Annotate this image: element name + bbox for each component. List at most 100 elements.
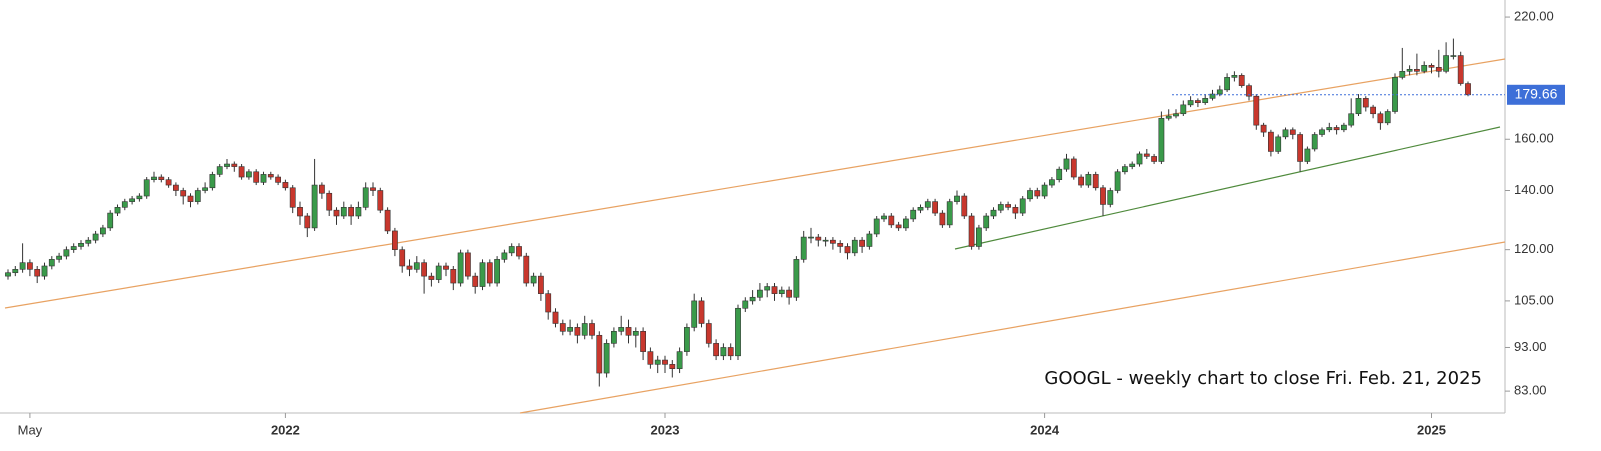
candle-body <box>129 198 135 202</box>
candle-body <box>1012 207 1019 214</box>
candle-body <box>1465 83 1471 96</box>
candle-body <box>406 265 413 270</box>
candle-body <box>1100 187 1106 205</box>
candle-body <box>778 289 785 294</box>
candle-body <box>508 246 515 254</box>
candle-body <box>1209 93 1216 99</box>
candle-body <box>654 359 661 365</box>
candle-body <box>866 233 873 247</box>
candle-body <box>946 201 953 226</box>
candle-body <box>34 269 41 277</box>
x-tick-label: May <box>18 422 43 437</box>
candle-body <box>362 187 369 208</box>
candle-body <box>1216 89 1223 95</box>
support-trendline <box>954 126 1501 250</box>
candle-body <box>246 171 252 178</box>
x-tick-label: 2024 <box>1030 422 1060 437</box>
candle-body <box>669 364 676 369</box>
candle-body <box>355 207 362 217</box>
candle-body <box>165 179 172 186</box>
candle-body <box>1151 156 1157 162</box>
candle-body <box>1341 124 1347 131</box>
candle-body <box>78 243 84 247</box>
last-price-label: 179.66 <box>1515 85 1558 101</box>
candle-body <box>1224 77 1230 91</box>
candle-body <box>1034 190 1041 197</box>
candle-body <box>1377 113 1384 124</box>
candle-body <box>1114 171 1121 191</box>
candle-body <box>771 286 778 294</box>
candle-body <box>990 209 997 217</box>
y-tick-label: 120.00 <box>1514 241 1554 256</box>
candle-body <box>1049 179 1055 186</box>
candle-body <box>1253 95 1260 126</box>
candle-body <box>194 190 201 202</box>
candle-body <box>618 327 625 332</box>
candle-body <box>443 265 449 270</box>
candle-body <box>1297 134 1303 162</box>
candle-body <box>516 246 522 257</box>
candle-body <box>530 275 537 284</box>
candle-body <box>881 215 887 220</box>
candle-body <box>1129 163 1136 167</box>
candle-body <box>1406 68 1413 72</box>
y-tick-label: 105.00 <box>1514 292 1554 307</box>
y-tick-label: 83.00 <box>1514 383 1547 398</box>
candle-body <box>1289 129 1296 135</box>
candle-body <box>224 163 230 167</box>
candle-body <box>260 174 267 183</box>
candle-body <box>851 239 858 254</box>
candle-body <box>26 262 33 270</box>
candle-body <box>975 227 982 247</box>
y-tick-label: 220.00 <box>1514 8 1554 23</box>
candle-body <box>567 327 573 332</box>
candle-body <box>486 262 493 284</box>
candle-body <box>1041 184 1048 197</box>
candle-body <box>1333 127 1340 131</box>
candle-body <box>1063 158 1070 170</box>
candle-body <box>559 323 566 332</box>
candle-body <box>1362 98 1369 108</box>
candle-body <box>1019 198 1026 214</box>
y-tick-label: 160.00 <box>1514 131 1554 146</box>
candle-body <box>596 334 603 374</box>
candle-body <box>924 201 931 208</box>
candle-body <box>216 166 223 175</box>
candle-body <box>713 343 719 357</box>
candle-body <box>173 184 179 191</box>
candle-body <box>56 255 62 260</box>
candle-body <box>1070 158 1077 178</box>
candle-body <box>1246 85 1252 97</box>
lower-channel-line <box>519 241 1506 414</box>
candle-body <box>640 331 646 352</box>
candle-body <box>968 215 975 247</box>
candle-body <box>1268 131 1274 152</box>
candle-body <box>253 171 260 183</box>
candle-body <box>749 296 756 302</box>
candle-body <box>209 174 216 189</box>
candle-body <box>311 184 318 229</box>
candle-body <box>1027 190 1033 200</box>
candle-body <box>377 190 384 211</box>
candle-body <box>1282 129 1289 138</box>
candle-body <box>494 259 500 284</box>
candle-body <box>1092 174 1099 189</box>
candle-body <box>742 300 749 309</box>
candle-body <box>632 331 639 336</box>
candle-body <box>1326 127 1333 131</box>
candle-body <box>1428 65 1435 68</box>
candle-body <box>326 192 333 211</box>
candle-body <box>662 359 668 365</box>
candle-body <box>625 327 632 336</box>
candle-body <box>231 163 238 167</box>
candle-body <box>391 230 398 250</box>
candle-body <box>1457 55 1464 84</box>
candle-body <box>202 187 208 191</box>
candle-body <box>1414 68 1420 72</box>
candle-body <box>895 224 902 229</box>
candle-body <box>282 182 289 189</box>
candle-body <box>1173 113 1179 117</box>
candle-body <box>917 207 924 211</box>
